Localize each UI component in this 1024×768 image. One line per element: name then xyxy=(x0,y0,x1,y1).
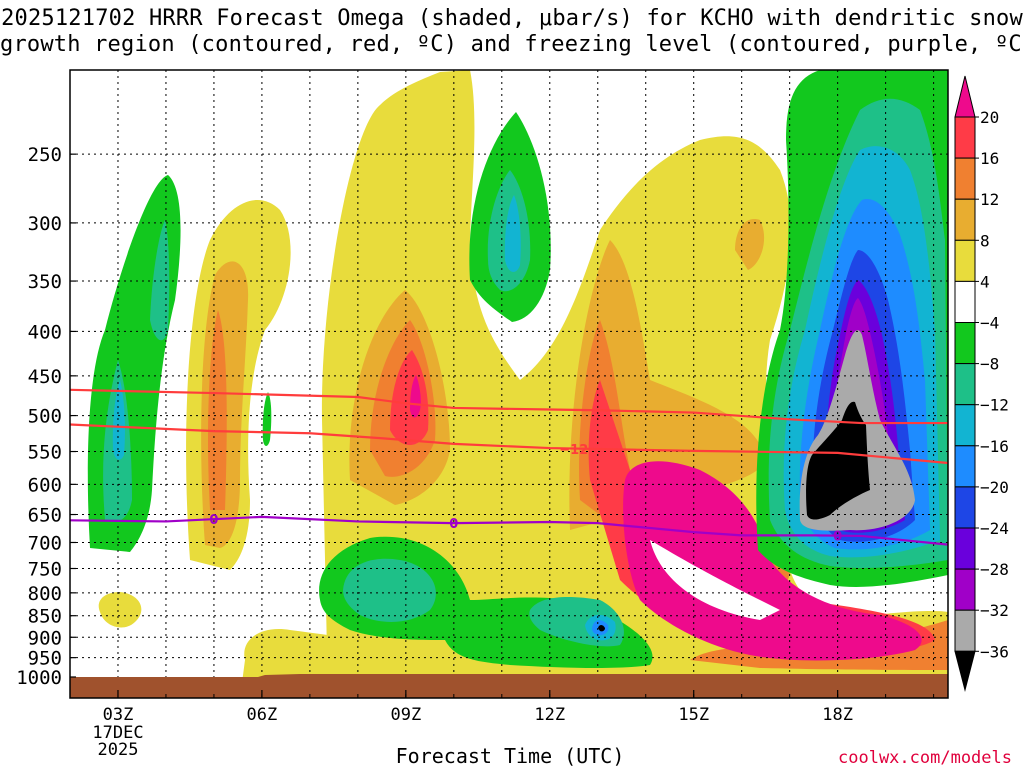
y-tick-label: 1000 xyxy=(16,667,62,689)
chart-title-line2: growth region (contoured, red, ºC) and f… xyxy=(0,32,1024,57)
y-tick-label: 750 xyxy=(28,559,62,581)
x-tick-label: 03Z xyxy=(103,705,134,725)
colorbar-label: 16 xyxy=(980,149,999,168)
colorbar-bin xyxy=(954,486,976,529)
dendritic-contour xyxy=(70,388,948,425)
colorbar-label: −12 xyxy=(980,396,1009,415)
colorbar-label: 20 xyxy=(980,108,999,127)
colorbar-extend-bottom xyxy=(954,650,976,692)
chart-title-line1: 2025121702 HRRR Forecast Omega (shaded, … xyxy=(1,6,1023,31)
dendritic-contour xyxy=(70,423,948,465)
omega-region xyxy=(112,380,125,460)
omega-region xyxy=(410,375,421,418)
grid-lines xyxy=(70,70,948,698)
colorbar-bin xyxy=(954,116,976,159)
colorbar-label: −32 xyxy=(980,601,1009,620)
x-tick-label: 18Z xyxy=(822,705,853,725)
omega-region xyxy=(262,392,272,446)
colorbar-bin xyxy=(954,568,976,611)
colorbar: 20 16 12 8 4 −4 −8 −12 −16 −20 −24 −28 −32 −36 xyxy=(954,75,1009,692)
omega-region xyxy=(735,219,765,270)
colorbar-label: −20 xyxy=(980,478,1009,497)
y-tick-label: 450 xyxy=(28,366,62,388)
colorbar-label: 4 xyxy=(980,272,990,291)
x-tick-label: 15Z xyxy=(678,705,709,725)
x-tick-label: 09Z xyxy=(390,705,421,725)
x-tick-label: 06Z xyxy=(247,705,278,725)
chart-title: 2025121702 HRRR Forecast Omega (shaded, … xyxy=(0,6,1024,58)
colorbar-label: −16 xyxy=(980,437,1009,456)
y-tick-label: 350 xyxy=(28,271,62,293)
x-tick-sublabel: 2025 xyxy=(98,740,139,760)
omega-region xyxy=(98,592,142,628)
contour-label: −12 xyxy=(559,443,588,458)
x-axis-title: Forecast Time (UTC) xyxy=(395,744,625,768)
colorbar-label: −24 xyxy=(980,519,1009,538)
colorbar-label: −28 xyxy=(980,560,1009,579)
omega-region xyxy=(343,558,436,622)
y-axis: 2503003504004505005506006507007508008509… xyxy=(16,144,76,689)
colorbar-bin xyxy=(954,157,976,200)
colorbar-bin xyxy=(954,198,976,241)
y-tick-label: 300 xyxy=(28,213,62,235)
omega-shading xyxy=(87,70,948,698)
colorbar-label: 12 xyxy=(980,190,999,209)
colorbar-extend-top xyxy=(954,75,976,118)
colorbar-bin xyxy=(954,527,976,570)
y-tick-label: 700 xyxy=(28,532,62,554)
y-tick-label: 850 xyxy=(28,606,62,628)
y-tick-label: 500 xyxy=(28,406,62,428)
omega-region xyxy=(598,625,605,632)
colorbar-bin xyxy=(954,322,976,365)
contour-lines: −12 0 0 0 xyxy=(70,388,948,546)
colorbar-bin xyxy=(954,363,976,406)
y-tick-label: 950 xyxy=(28,648,62,670)
omega-region xyxy=(150,220,170,341)
colorbar-bin xyxy=(954,609,976,652)
colorbar-bin xyxy=(954,280,976,323)
contour-label: 0 xyxy=(449,517,458,532)
contour-label: 0 xyxy=(833,529,842,544)
omega-region xyxy=(390,350,429,445)
omega-region xyxy=(623,461,922,661)
credit-link[interactable]: coolwx.com/models xyxy=(838,748,1012,768)
colorbar-label: 8 xyxy=(980,231,990,250)
freezing-contour xyxy=(70,515,948,546)
colorbar-label: −8 xyxy=(980,355,999,374)
x-tick-label: 12Z xyxy=(534,705,565,725)
colorbar-bin xyxy=(954,239,976,282)
y-tick-label: 600 xyxy=(28,474,62,496)
y-tick-label: 800 xyxy=(28,583,62,605)
plot-frame xyxy=(69,69,949,699)
colorbar-bin xyxy=(954,445,976,488)
contour-label: 0 xyxy=(209,513,218,528)
y-tick-label: 400 xyxy=(28,321,62,343)
x-tick-sublabel: 17DEC xyxy=(92,723,143,743)
y-tick-label: 250 xyxy=(28,144,62,166)
ground-fill xyxy=(70,674,948,698)
y-tick-label: 650 xyxy=(28,505,62,527)
colorbar-bin xyxy=(954,404,976,447)
ground-layer xyxy=(70,674,948,698)
omega-region xyxy=(504,195,521,272)
colorbar-label: −4 xyxy=(980,314,999,333)
y-tick-label: 900 xyxy=(28,627,62,649)
omega-region xyxy=(207,310,227,510)
colorbar-label: −36 xyxy=(980,642,1009,661)
y-tick-label: 550 xyxy=(28,442,62,464)
omega-region xyxy=(650,540,780,620)
